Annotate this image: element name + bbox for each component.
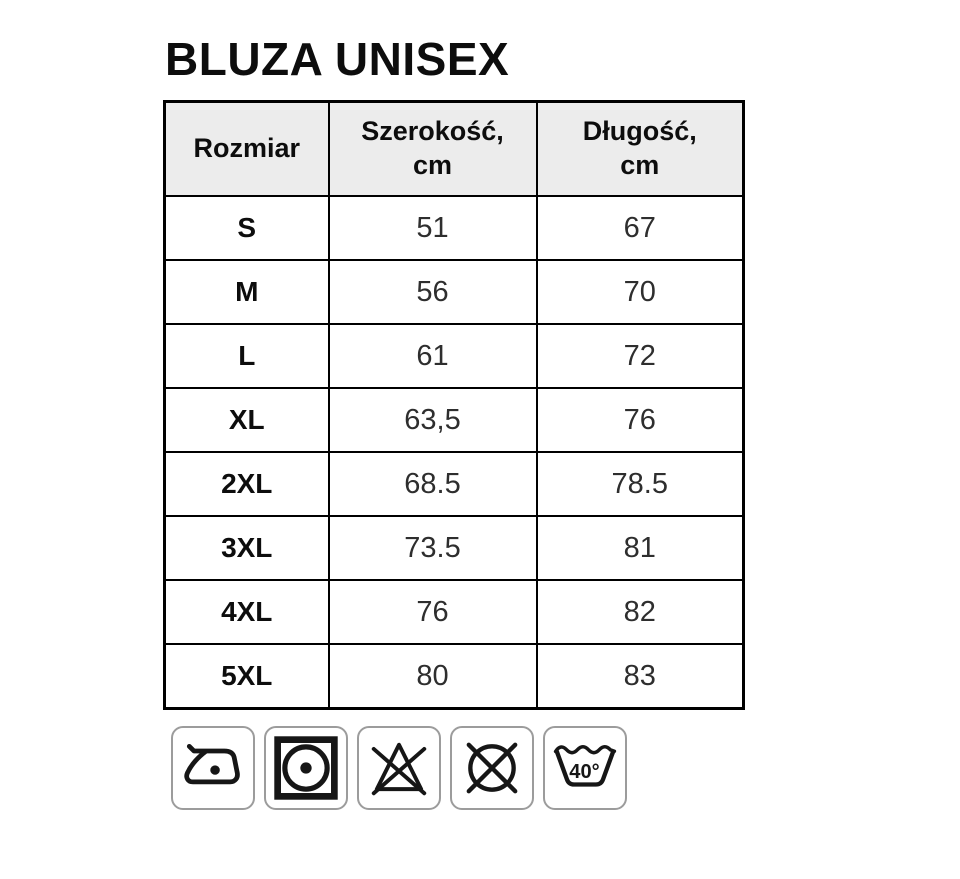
table-row: 3XL 73.5 81 [163,515,745,581]
size-cell: 5XL [163,643,330,710]
table-row: S 51 67 [163,195,745,261]
table-row: XL 63,5 76 [163,387,745,453]
page-title: BLUZA UNISEX [165,33,510,85]
tumble-dry-one-dot-icon [264,726,348,810]
width-cell: 51 [327,195,538,261]
wash-temp-label: 40° [569,761,599,783]
size-cell: L [163,323,330,389]
width-cell: 63,5 [327,387,538,453]
size-cell: 4XL [163,579,330,645]
length-cell: 72 [535,323,745,389]
length-cell: 81 [535,515,745,581]
table-row: 2XL 68.5 78.5 [163,451,745,517]
table-row: L 61 72 [163,323,745,389]
length-cell: 76 [535,387,745,453]
length-cell: 67 [535,195,745,261]
column-header-width: Szerokość, cm [327,100,538,197]
size-chart-page: BLUZA UNISEX Rozmiar Szerokość, cm Długo… [163,33,960,810]
size-table: Rozmiar Szerokość, cm Długość, cm S 51 6… [163,100,745,710]
do-not-bleach-icon [357,726,441,810]
table-row: 4XL 76 82 [163,579,745,645]
wash-40-icon: 40° [543,726,627,810]
size-cell: M [163,259,330,325]
table-header-row: Rozmiar Szerokość, cm Długość, cm [163,100,745,197]
width-cell: 76 [327,579,538,645]
column-header-length: Długość, cm [535,100,745,197]
size-cell: 3XL [163,515,330,581]
care-icons-row: 40° [171,726,960,810]
width-cell: 80 [327,643,538,710]
length-cell: 70 [535,259,745,325]
width-cell: 56 [327,259,538,325]
length-cell: 82 [535,579,745,645]
table-row: M 56 70 [163,259,745,325]
table-row: 5XL 80 83 [163,643,745,710]
width-cell: 61 [327,323,538,389]
width-cell: 73.5 [327,515,538,581]
width-cell: 68.5 [327,451,538,517]
size-cell: XL [163,387,330,453]
size-cell: 2XL [163,451,330,517]
size-cell: S [163,195,330,261]
column-header-size: Rozmiar [163,100,330,197]
iron-one-dot-icon [171,726,255,810]
length-cell: 78.5 [535,451,745,517]
do-not-dry-clean-icon [450,726,534,810]
length-cell: 83 [535,643,745,710]
